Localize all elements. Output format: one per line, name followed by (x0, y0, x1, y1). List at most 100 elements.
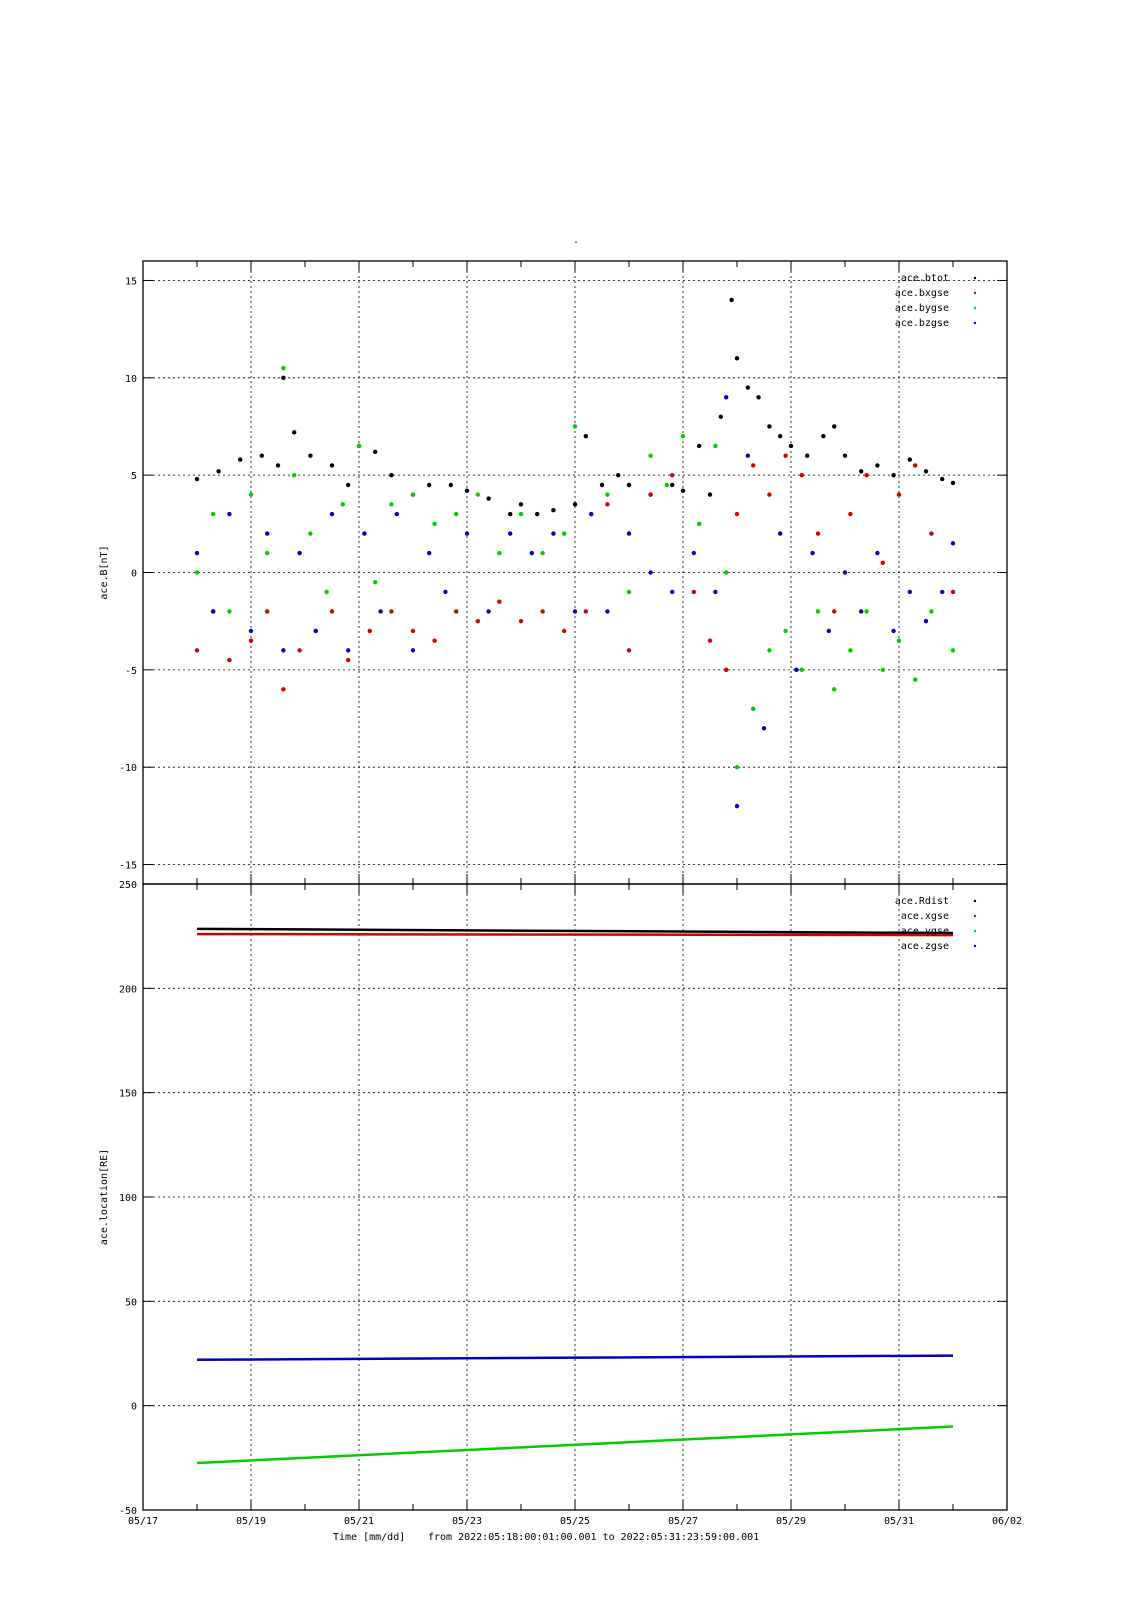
magnetic-field-panel: 15 10 5 0 -5 -10 -15 ace.B[nT] ace.btot ace.bxgse… (99, 260, 1008, 885)
data-point (745, 385, 750, 390)
data-point (194, 648, 200, 653)
data-point (815, 531, 821, 536)
data-point (880, 667, 885, 673)
data-point (842, 453, 848, 458)
legend-label: ace.zgse (901, 941, 949, 952)
series-ace-bzgse (194, 395, 956, 809)
data-point (427, 482, 432, 488)
series-ace-Rdist (196, 927, 954, 935)
data-point (589, 511, 594, 517)
y-tick-label: 0 (131, 1402, 137, 1413)
data-point (767, 492, 772, 497)
data-point (718, 414, 723, 419)
data-point (281, 375, 286, 381)
data-point (227, 511, 232, 517)
data-point (778, 531, 783, 536)
data-point (540, 550, 545, 556)
data-point (475, 492, 480, 497)
y-axis-label: ace.location[RE] (99, 1149, 110, 1245)
data-point (486, 496, 491, 501)
data-point (518, 511, 524, 517)
data-point (821, 434, 826, 439)
data-point (778, 434, 783, 439)
series-line (196, 932, 954, 937)
data-point (788, 443, 794, 449)
data-point (518, 502, 524, 507)
legend-label: ace.bxgse (895, 288, 949, 299)
data-point (907, 589, 912, 595)
data-point (281, 648, 286, 653)
data-point (562, 531, 567, 536)
data-point (329, 511, 335, 517)
data-point (729, 297, 734, 303)
data-point (265, 531, 270, 536)
data-point (281, 365, 286, 371)
series-ace-bygse (194, 365, 956, 770)
series-line (196, 927, 954, 935)
data-point (616, 472, 621, 478)
data-point (605, 502, 610, 507)
series-line (196, 1425, 954, 1465)
y-tick-label: -5 (125, 666, 137, 677)
legend-label: ace.bygse (895, 303, 949, 314)
data-point (508, 531, 513, 536)
series-line (196, 1354, 954, 1362)
data-point (913, 463, 918, 468)
y-tick-label: 5 (131, 471, 137, 482)
legend-label: ace.Rdist (895, 896, 949, 907)
y-tick-label: -10 (119, 763, 137, 774)
y-tick-label: 15 (125, 276, 137, 287)
legend-marker (973, 899, 977, 903)
data-point (707, 492, 713, 497)
data-point (891, 472, 896, 478)
data-point (454, 511, 459, 517)
data-point (346, 648, 351, 653)
data-point (767, 648, 772, 653)
data-point (848, 511, 853, 517)
data-point (475, 618, 480, 624)
data-point (783, 453, 788, 458)
data-point (626, 589, 632, 595)
data-point (324, 589, 329, 595)
data-point (670, 472, 675, 478)
data-point (248, 638, 254, 643)
data-point (410, 492, 416, 497)
legend-label: ace.ygse (901, 926, 949, 937)
x-tick-label: 05/19 (236, 1516, 266, 1527)
data-point (194, 570, 200, 575)
legend-marker (973, 276, 977, 280)
data-point (832, 424, 837, 429)
legend-marker (973, 291, 977, 295)
data-point (432, 521, 437, 527)
data-point (832, 609, 837, 614)
data-point (443, 589, 448, 595)
data-point (810, 550, 815, 556)
data-point (859, 469, 864, 474)
data-point (891, 628, 896, 634)
data-point (875, 463, 880, 468)
data-point (562, 628, 567, 634)
data-point (734, 511, 740, 517)
data-point (670, 589, 675, 595)
data-point (707, 638, 713, 643)
data-point (626, 648, 632, 653)
data-point (864, 609, 869, 614)
data-point (378, 609, 383, 614)
location-panel: 250 200 150 100 50 0 -50 ace.location[RE] 05/17 0… (99, 880, 1022, 1527)
x-tick-label: 05/25 (560, 1516, 590, 1527)
data-point (227, 609, 232, 614)
data-point (648, 492, 653, 497)
data-point (848, 648, 853, 653)
data-point (275, 463, 281, 468)
data-point (329, 609, 335, 614)
series-ace-ygse (196, 1425, 954, 1465)
data-point (691, 550, 696, 556)
x-tick-label: 05/29 (776, 1516, 806, 1527)
y-tick-label: -15 (119, 861, 137, 872)
data-point (518, 618, 524, 624)
data-point (832, 687, 837, 692)
data-point (605, 492, 610, 497)
x-tick-label: 05/21 (344, 1516, 374, 1527)
data-point (664, 482, 669, 488)
